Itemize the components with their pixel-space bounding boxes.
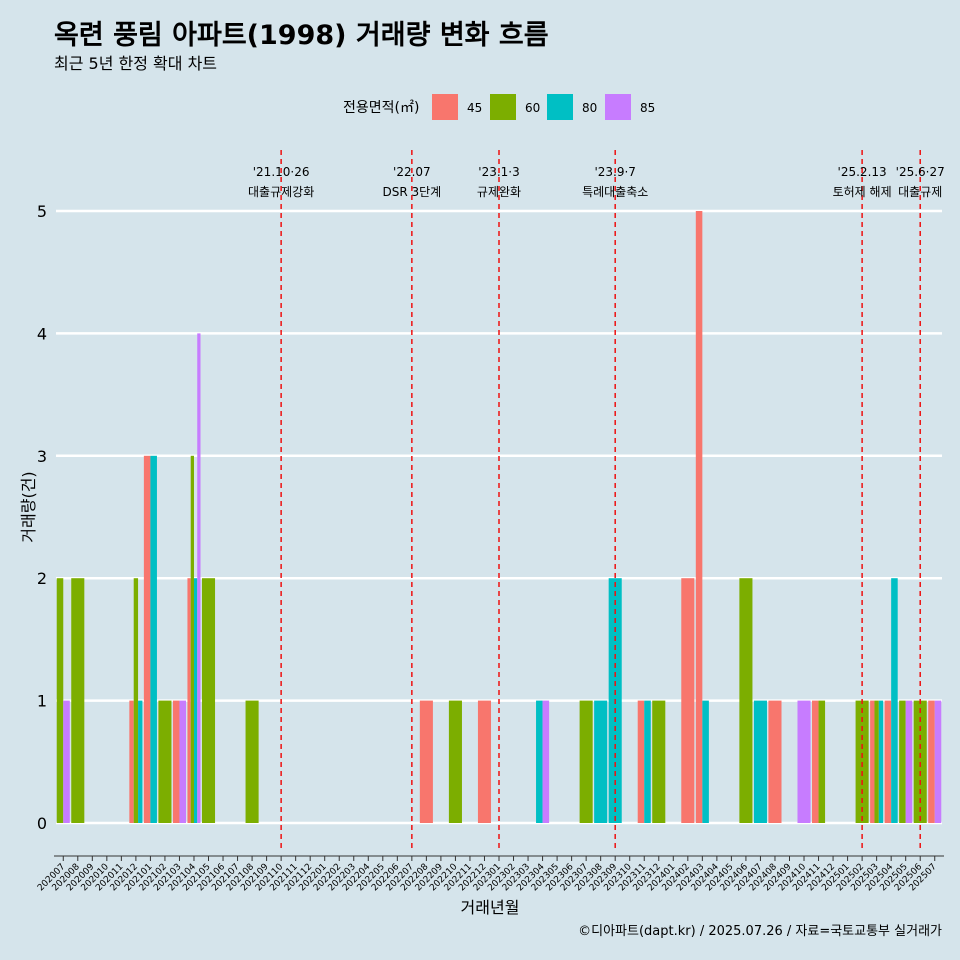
bar-45-202408 [768,700,782,823]
caption: ©디아파트(dapt.kr) / 2025.07.26 / 자료=국토교통부 실… [578,924,942,939]
bar-85-202304 [542,700,550,823]
event-date-label: '25.2.13 [838,165,887,179]
bar-60-202505 [899,700,906,823]
y-tick-label: 3 [37,447,47,466]
legend-swatch-60 [490,94,516,120]
legend-swatch-45 [432,94,458,120]
legend-title: 전용면적(㎡) [343,100,419,116]
bar-60-202012 [133,578,139,823]
bars [56,211,942,823]
bar-60-202108 [245,700,259,823]
event-date-label: '23.9·7 [594,165,635,179]
bar-80-202101 [150,455,157,823]
legend-swatch-85 [605,94,631,120]
event-date-label: '21.10·26 [253,165,310,179]
chart-subtitle: 최근 5년 한정 확대 차트 [54,54,217,73]
y-tick-label: 0 [37,814,47,833]
event-date-label: '22.07 [393,165,431,179]
bar-85-202007 [63,700,70,823]
event-name-label: 특례대출축소 [582,185,648,199]
bar-85-202103 [179,700,186,823]
bar-45-202311 [637,700,645,823]
bar-45-202103 [172,700,180,823]
bar-80-202403 [702,700,709,823]
legend-label-45: 45 [467,101,482,115]
bar-45-202403 [695,211,703,823]
legend-label-60: 60 [525,101,540,115]
bar-80-202407 [753,700,767,823]
bar-60-202008 [71,578,85,823]
legend: 전용면적(㎡) 45 60 80 85 [343,94,655,120]
y-tick-label: 4 [37,324,47,343]
bar-45-202212 [477,700,492,823]
legend-label-80: 80 [582,101,597,115]
bar-80-202308 [594,700,608,823]
event-name-label: 규제완화 [477,185,521,199]
bar-80-202503 [878,700,884,823]
bar-60-202502 [855,700,869,823]
bar-60-202506 [913,700,927,823]
bar-45-202101 [143,455,151,823]
bar-85-202104 [197,333,201,823]
events: '21.10·26 대출규제강화 '22.07 DSR 3단계 '23.1·3 규제완화 '… [248,150,945,850]
bar-80-202311 [644,700,651,823]
event-name-label: 토허제 해제 [833,185,892,199]
legend-label-85: 85 [640,101,655,115]
bar-80-202304 [536,700,543,823]
y-tick-label: 2 [37,569,47,588]
chart-title: 옥련 풍림 아파트(1998) 거래량 변화 흐름 [54,20,549,51]
bar-45-202411 [812,700,819,823]
bar-80-202012 [138,700,143,823]
x-axis-title: 거래년월 [461,898,520,917]
bar-85-202507 [934,700,942,823]
bar-45-202012 [129,700,134,823]
y-axis: 0 1 2 3 4 5 [37,202,47,833]
event-date-label: '23.1·3 [478,165,519,179]
bar-60-202411 [818,700,826,823]
event-date-label: '25.6·27 [896,165,945,179]
y-axis-title: 거래량(건) [19,471,38,542]
bar-60-202102 [158,700,172,823]
bar-60-202307 [579,700,593,823]
bar-60-202210 [448,700,462,823]
y-tick-label: 5 [37,202,47,221]
bar-45-202503 [870,700,875,823]
bar-60-202104 [190,455,194,823]
bar-60-202105 [201,578,216,823]
bar-85-202505 [905,700,913,823]
event-name-label: 대출규제강화 [248,185,314,199]
bar-45-202507 [928,700,935,823]
bar-60-202503 [874,700,879,823]
bar-60-202312 [652,700,666,823]
bar-45-202208 [419,700,433,823]
event-name-label: DSR 3단계 [382,185,441,199]
bar-45-202104 [187,578,191,823]
y-tick-label: 1 [37,692,47,711]
bar-45-202402 [681,578,695,823]
bar-60-202007 [56,578,64,823]
legend-swatch-80 [547,94,573,120]
event-name-label: 대출규제 [898,185,942,199]
bar-85-202410 [797,700,811,823]
bar-80-202104 [193,578,198,823]
x-axis: 2020072020082020092020102020112020122021… [36,855,944,893]
bar-45-202504 [884,700,892,823]
bar-60-202406 [739,578,753,823]
bar-80-202504 [891,578,898,823]
